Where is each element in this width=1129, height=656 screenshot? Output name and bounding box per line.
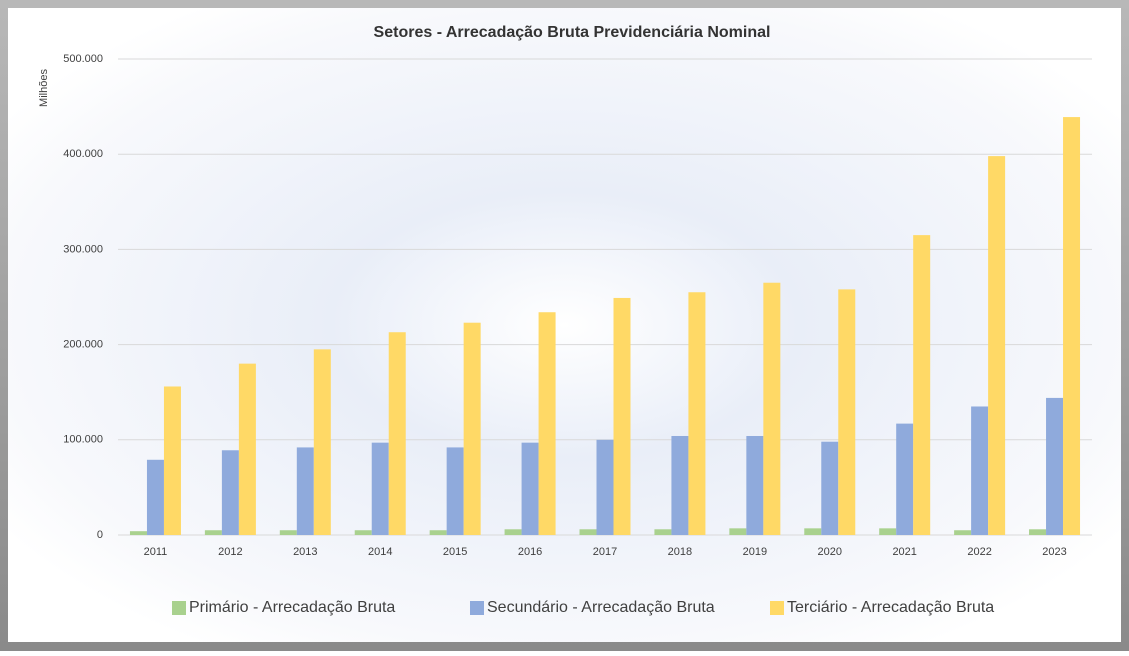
bar (221, 450, 239, 535)
y-tick-label: 100.000 (63, 434, 103, 446)
x-tick-label: 2018 (668, 546, 692, 558)
bar (204, 530, 222, 535)
bar (1046, 397, 1064, 535)
bar (429, 530, 447, 535)
bar (954, 530, 972, 535)
bar (238, 363, 256, 535)
bar (504, 529, 522, 535)
bar (729, 528, 747, 535)
bar (446, 447, 464, 535)
bar (913, 235, 931, 535)
bar (538, 312, 556, 535)
bar (521, 442, 539, 535)
bar (879, 528, 897, 535)
bar (821, 441, 839, 535)
bar (613, 297, 631, 535)
y-tick-label: 500.000 (63, 53, 103, 65)
legend-label: Terciário - Arrecadação Bruta (787, 599, 994, 616)
y-tick-label: 400.000 (63, 148, 103, 160)
bar (654, 529, 672, 535)
y-tick-label: 0 (97, 529, 103, 541)
bar (146, 459, 164, 535)
bar (1063, 117, 1081, 536)
x-tick-label: 2016 (518, 546, 542, 558)
x-tick-label: 2014 (368, 546, 392, 558)
bar (804, 528, 822, 535)
x-tick-label: 2012 (218, 546, 242, 558)
bar (371, 442, 389, 535)
x-tick-label: 2011 (144, 546, 168, 558)
x-tick-label: 2020 (818, 546, 842, 558)
bar (971, 406, 989, 535)
bar (763, 282, 781, 535)
bar (463, 322, 481, 535)
bar (896, 423, 914, 535)
legend-swatch (172, 601, 186, 615)
bar (313, 349, 331, 535)
x-tick-label: 2019 (743, 546, 767, 558)
bar (688, 292, 706, 535)
bar (163, 386, 181, 535)
bar (579, 529, 597, 535)
bar (596, 439, 614, 535)
bar (296, 447, 314, 535)
legend-label: Secundário - Arrecadação Bruta (487, 599, 715, 616)
bar (1029, 529, 1047, 535)
y-axis-label: Milhões (38, 69, 50, 107)
y-tick-label: 300.000 (63, 243, 103, 255)
bar (129, 531, 147, 535)
bar (988, 156, 1006, 535)
x-tick-label: 2017 (593, 546, 617, 558)
bar (354, 530, 372, 535)
legend-label: Primário - Arrecadação Bruta (189, 599, 395, 616)
x-tick-label: 2013 (293, 546, 317, 558)
chart-title: Setores - Arrecadação Bruta Previdenciár… (374, 24, 771, 41)
bar (838, 289, 856, 535)
x-tick-label: 2022 (967, 546, 991, 558)
panel (8, 8, 1121, 642)
legend-swatch (770, 601, 784, 615)
bar (746, 435, 764, 535)
x-tick-label: 2015 (443, 546, 467, 558)
bar (279, 530, 297, 535)
x-tick-label: 2023 (1042, 546, 1066, 558)
bar (671, 435, 689, 535)
legend-swatch (470, 601, 484, 615)
bar (388, 332, 406, 535)
x-tick-label: 2021 (892, 546, 916, 558)
y-tick-label: 200.000 (63, 339, 103, 351)
